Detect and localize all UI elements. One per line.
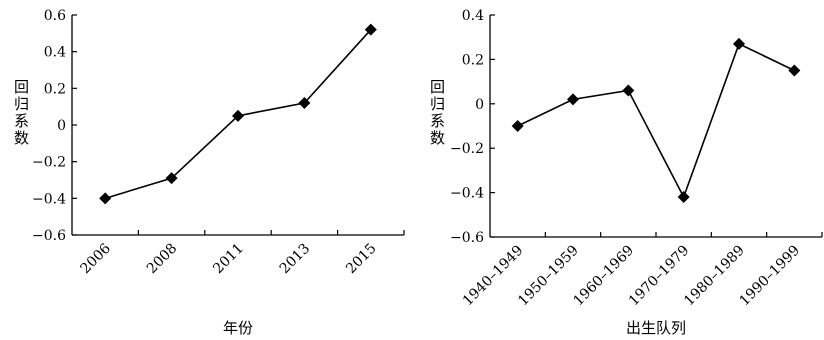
x-tick-label: 2013	[277, 241, 314, 278]
y-tick-label: −0.2	[450, 141, 484, 157]
data-point	[622, 84, 635, 97]
data-point	[733, 37, 745, 50]
chart-birth-cohort: 0.40.20−0.2−0.4−0.61940–19491950–1959196…	[430, 8, 823, 337]
data-point	[511, 120, 524, 132]
y-axis-title: 回归系数	[430, 78, 445, 147]
y-tick-label: 0	[475, 97, 484, 113]
y-tick-label: 0	[57, 118, 66, 134]
chart-year: 0.6 0.4 0.2 0 −0.2 −0.4 −0.6 2006 2008 2011 2013 20…	[14, 8, 405, 337]
x-tick-label: 2006	[78, 240, 115, 277]
x-tick-label: 2015	[343, 241, 380, 278]
series-line	[517, 42, 795, 200]
data-point	[298, 97, 311, 109]
y-tick-label: 0.6	[44, 8, 66, 24]
x-axis-title: 年份	[223, 319, 253, 337]
y-tick-label: −0.6	[32, 228, 66, 244]
y-axis-title: 回归系数	[14, 78, 29, 147]
x-axis-title: 出生队列	[626, 319, 686, 337]
y-tick-label: −0.2	[32, 155, 66, 171]
data-point	[567, 93, 579, 106]
y-tick-label: 0.2	[44, 81, 66, 97]
data-point	[232, 109, 244, 122]
y-tick-label: 0.4	[44, 45, 66, 61]
x-tick-label: 2008	[144, 241, 181, 278]
data-point	[165, 172, 178, 185]
data-point	[788, 64, 801, 77]
y-tick-label: −0.6	[450, 230, 484, 246]
y-tick-label: 0.4	[462, 8, 484, 24]
data-point	[99, 192, 112, 205]
y-tick-label: −0.4	[32, 191, 66, 207]
data-point	[677, 191, 690, 204]
y-tick-label: −0.4	[450, 186, 484, 202]
y-tick-label: 0.2	[462, 52, 484, 68]
x-tick-label: 2011	[210, 241, 247, 278]
data-point	[364, 23, 377, 36]
